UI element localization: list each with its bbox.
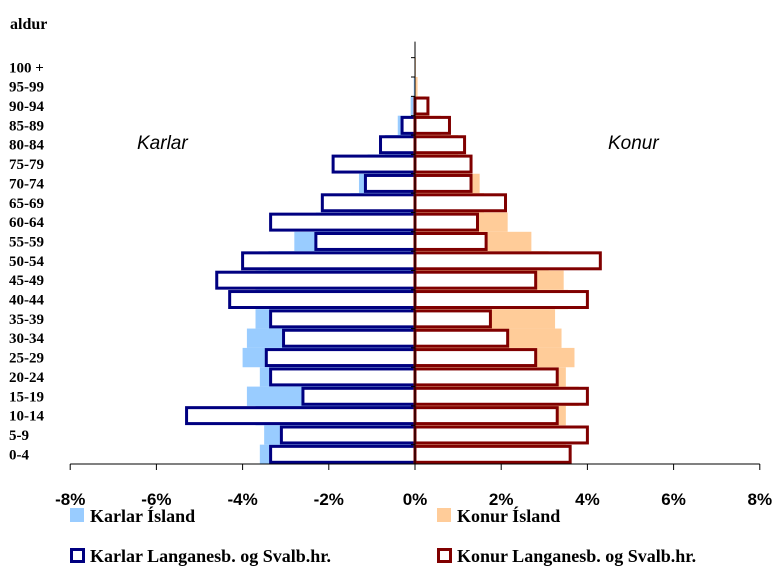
bar-right-outline-80-84 bbox=[413, 135, 467, 155]
bar-left-outline-75-79 bbox=[331, 154, 417, 174]
legend-swatch bbox=[437, 548, 452, 563]
bar-right-outline-70-74 bbox=[413, 173, 473, 193]
legend-label: Konur Langanesb. og Svalb.hr. bbox=[457, 546, 696, 566]
legend-swatch bbox=[437, 508, 451, 522]
bar-left-outline-55-59 bbox=[314, 232, 417, 251]
bar-right-outline-45-49 bbox=[413, 270, 538, 290]
y-tick-label: 95-99 bbox=[9, 80, 44, 96]
y-tick-label: 0-4 bbox=[9, 447, 29, 463]
y-tick-label: 20-24 bbox=[9, 370, 44, 386]
legend-item: Konur Ísland bbox=[437, 505, 560, 526]
legend: Karlar Ísland Konur Ísland Karlar Langanes… bbox=[70, 505, 696, 566]
chart-title: aldur bbox=[10, 16, 47, 33]
x-tick-label: -6% bbox=[141, 490, 171, 509]
legend-label: Karlar Ísland bbox=[90, 505, 195, 526]
bar-right-outline-75-79 bbox=[413, 154, 473, 174]
bar-left-outline-25-29 bbox=[264, 348, 417, 368]
y-tick-label: 10-14 bbox=[9, 409, 44, 425]
y-tick-label: 55-59 bbox=[9, 234, 44, 250]
y-tick-label: 30-34 bbox=[9, 331, 44, 347]
y-tick-label: 100 + bbox=[9, 60, 44, 76]
series-right-outline bbox=[413, 96, 602, 464]
y-tick-labels: 0-4 5-9 10-14 15-19 20-24 25-29 30-34 35-39 40-4… bbox=[9, 60, 44, 463]
bar-left-outline-15-19 bbox=[301, 386, 417, 406]
y-tick-label: 50-54 bbox=[9, 254, 44, 270]
bar-right-outline-60-64 bbox=[413, 212, 479, 232]
bar-left-outline-35-39 bbox=[269, 309, 417, 329]
side-label-right: Konur bbox=[608, 133, 659, 154]
bar-right-outline-10-14 bbox=[413, 406, 559, 426]
x-tick-label: 0% bbox=[403, 490, 428, 509]
x-tick-label: 6% bbox=[661, 490, 686, 509]
x-tick-label: -4% bbox=[227, 490, 257, 509]
legend-label: Konur Ísland bbox=[457, 505, 560, 526]
bar-right-outline-15-19 bbox=[413, 386, 589, 406]
bar-left-outline-40-44 bbox=[228, 290, 417, 309]
y-tick-label: 80-84 bbox=[9, 138, 44, 154]
bar-left-outline-0-4 bbox=[269, 444, 417, 464]
bar-left-outline-10-14 bbox=[185, 406, 417, 426]
legend-swatch bbox=[70, 548, 85, 563]
bar-right-outline-85-89 bbox=[413, 115, 451, 135]
bar-right-outline-65-69 bbox=[413, 193, 508, 213]
legend-label: Karlar Langanesb. og Svalb.hr. bbox=[90, 546, 331, 566]
y-tick-label: 70-74 bbox=[9, 176, 44, 192]
bar-right-outline-0-4 bbox=[413, 444, 572, 464]
y-tick-label: 5-9 bbox=[9, 428, 29, 444]
bars-layer bbox=[185, 57, 602, 464]
bar-left-outline-20-24 bbox=[269, 367, 417, 387]
bar-right-outline-30-34 bbox=[413, 328, 510, 348]
legend-item: Karlar Langanesb. og Svalb.hr. bbox=[70, 546, 331, 566]
bar-left-filled-95-99 bbox=[413, 77, 415, 97]
bar-right-outline-25-29 bbox=[413, 348, 538, 368]
bar-left-outline-65-69 bbox=[320, 193, 417, 213]
bar-right-filled-95-99 bbox=[415, 77, 418, 97]
bar-right-outline-35-39 bbox=[413, 309, 492, 329]
bar-left-outline-45-49 bbox=[215, 270, 417, 290]
y-tick-label: 40-44 bbox=[9, 293, 44, 309]
x-tick-labels: -8% -6% -4% -2% 0% 2% 4% 6% 8% bbox=[55, 490, 772, 509]
y-tick-label: 85-89 bbox=[9, 118, 44, 134]
x-tick-label: -8% bbox=[55, 490, 85, 509]
axes-layer bbox=[69, 41, 761, 470]
legend-swatch bbox=[70, 508, 84, 522]
bar-right-outline-55-59 bbox=[413, 232, 488, 251]
bar-left-filled-90-94 bbox=[410, 96, 415, 116]
bar-left-outline-5-9 bbox=[279, 425, 417, 445]
legend-item: Konur Langanesb. og Svalb.hr. bbox=[437, 546, 696, 566]
x-tick-label: -2% bbox=[314, 490, 344, 509]
bar-right-outline-5-9 bbox=[413, 425, 589, 445]
y-tick-label: 15-19 bbox=[9, 389, 44, 405]
x-tick-label: 4% bbox=[575, 490, 600, 509]
x-tick-label: 2% bbox=[489, 490, 514, 509]
bar-right-outline-50-54 bbox=[413, 251, 602, 271]
bar-left-outline-70-74 bbox=[363, 173, 417, 193]
bar-left-outline-85-89 bbox=[400, 115, 417, 135]
y-tick-label: 75-79 bbox=[9, 157, 44, 173]
x-tick-label: 8% bbox=[748, 490, 772, 509]
side-label-left: Karlar bbox=[137, 133, 188, 154]
bar-right-outline-40-44 bbox=[413, 290, 589, 309]
legend-item: Karlar Ísland bbox=[70, 505, 195, 526]
bar-left-outline-30-34 bbox=[282, 328, 417, 348]
y-tick-label: 45-49 bbox=[9, 273, 44, 289]
y-tick-label: 25-29 bbox=[9, 351, 44, 367]
y-tick-label: 35-39 bbox=[9, 312, 44, 328]
y-tick-label: 65-69 bbox=[9, 196, 44, 212]
bar-right-outline-90-94 bbox=[413, 96, 430, 116]
y-tick-label: 90-94 bbox=[9, 99, 44, 115]
y-tick-label: 60-64 bbox=[9, 215, 44, 231]
bar-left-outline-50-54 bbox=[241, 251, 417, 271]
bar-left-outline-80-84 bbox=[379, 135, 417, 155]
bar-right-outline-20-24 bbox=[413, 367, 559, 387]
bar-left-outline-60-64 bbox=[269, 212, 417, 232]
